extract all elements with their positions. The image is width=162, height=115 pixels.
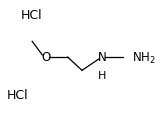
- Text: HCl: HCl: [6, 88, 28, 101]
- Text: O: O: [41, 51, 50, 64]
- Text: H: H: [98, 70, 106, 80]
- Text: N: N: [98, 51, 106, 64]
- Text: NH$_2$: NH$_2$: [132, 50, 156, 65]
- Text: HCl: HCl: [21, 9, 43, 21]
